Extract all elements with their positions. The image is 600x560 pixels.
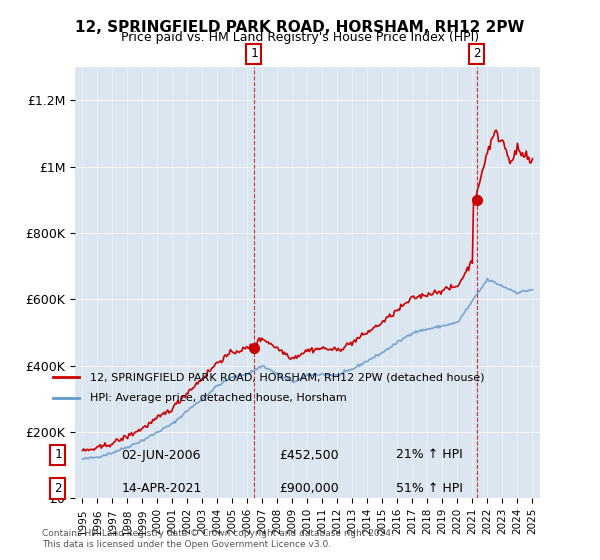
- Text: £452,500: £452,500: [280, 449, 339, 461]
- Text: 14-APR-2021: 14-APR-2021: [121, 482, 202, 495]
- Text: 51% ↑ HPI: 51% ↑ HPI: [396, 482, 463, 495]
- Text: 12, SPRINGFIELD PARK ROAD, HORSHAM, RH12 2PW: 12, SPRINGFIELD PARK ROAD, HORSHAM, RH12…: [76, 20, 524, 35]
- Text: Price paid vs. HM Land Registry's House Price Index (HPI): Price paid vs. HM Land Registry's House …: [121, 31, 479, 44]
- Text: £900,000: £900,000: [280, 482, 340, 495]
- Text: 12, SPRINGFIELD PARK ROAD, HORSHAM, RH12 2PW (detached house): 12, SPRINGFIELD PARK ROAD, HORSHAM, RH12…: [89, 372, 484, 382]
- Text: 1: 1: [54, 449, 62, 461]
- Text: 2: 2: [54, 482, 62, 495]
- Text: HPI: Average price, detached house, Horsham: HPI: Average price, detached house, Hors…: [89, 393, 346, 403]
- Text: 21% ↑ HPI: 21% ↑ HPI: [396, 449, 463, 461]
- Text: Contains HM Land Registry data © Crown copyright and database right 2024.
This d: Contains HM Land Registry data © Crown c…: [42, 529, 394, 549]
- Text: 2: 2: [473, 47, 481, 60]
- Text: 1: 1: [250, 47, 257, 60]
- Text: 02-JUN-2006: 02-JUN-2006: [121, 449, 201, 461]
